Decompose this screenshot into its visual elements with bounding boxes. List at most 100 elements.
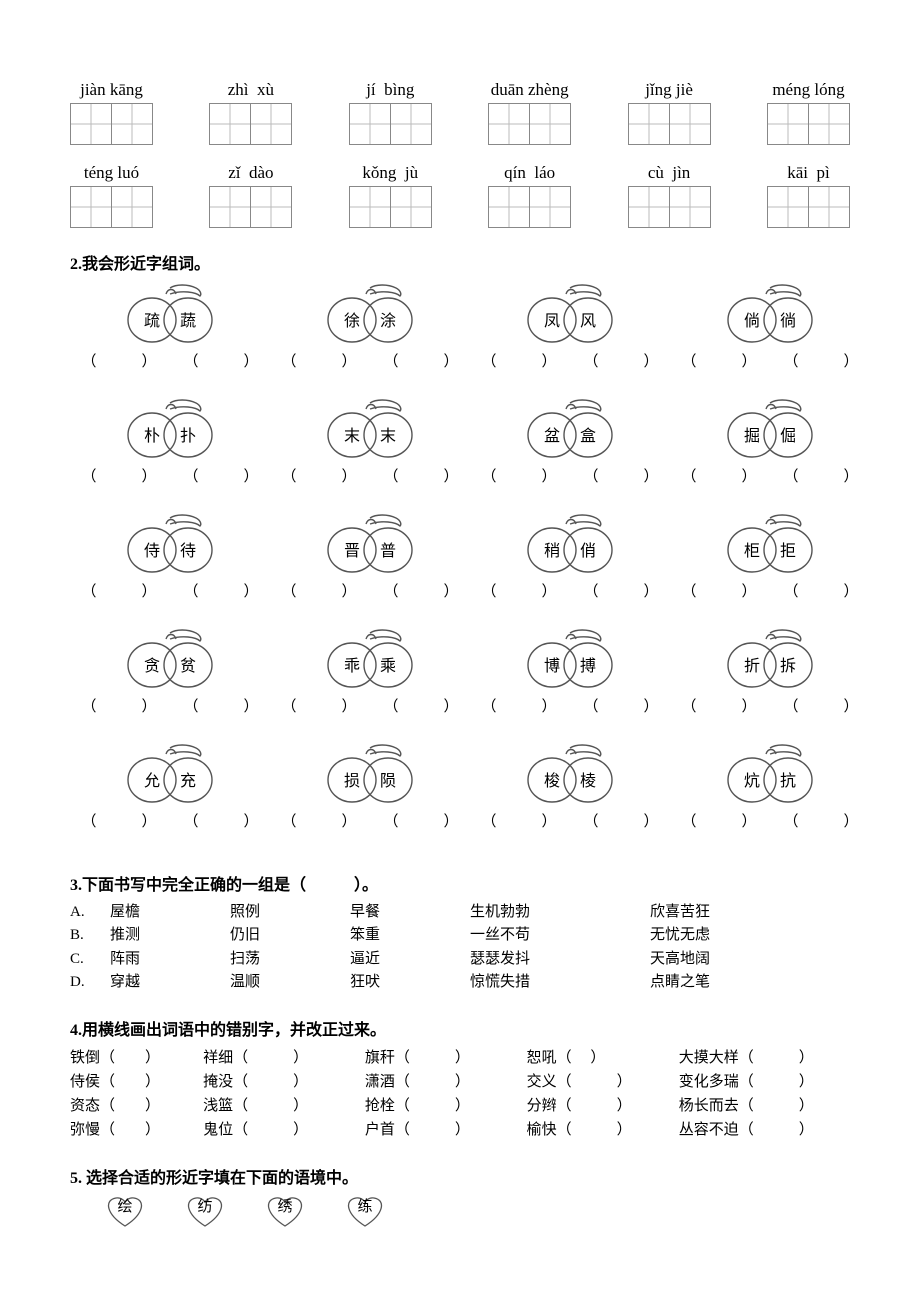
q4-cell[interactable]: 杨长而去（ ） [679, 1094, 850, 1118]
blank-left[interactable]: （ ） [70, 350, 168, 371]
apple-char-left: 柜 [744, 542, 760, 560]
tian-box[interactable] [111, 186, 153, 228]
apple-pair: 盆 盒 [510, 397, 630, 459]
blank-right[interactable]: （ ） [172, 350, 270, 371]
tian-box[interactable] [111, 103, 153, 145]
q4-cell[interactable]: 祥细（ ） [203, 1046, 365, 1070]
tian-box[interactable] [808, 186, 850, 228]
blank-left[interactable]: （ ） [270, 350, 368, 371]
apple-char-left: 损 [344, 772, 360, 790]
blank-right[interactable]: （ ） [172, 580, 270, 601]
pinyin-group: méng lóng [767, 80, 850, 145]
tian-box[interactable] [669, 103, 711, 145]
tian-box[interactable] [349, 186, 391, 228]
blank-left[interactable]: （ ） [470, 695, 568, 716]
heart-shape: 纺 [180, 1194, 230, 1228]
blank-left[interactable]: （ ） [70, 695, 168, 716]
q4-cell[interactable]: 恕吼（ ） [527, 1046, 679, 1070]
blank-right[interactable]: （ ） [372, 350, 470, 371]
blank-right[interactable]: （ ） [772, 465, 870, 486]
q4-cell[interactable]: 变化多瑞（ ） [679, 1070, 850, 1094]
blank-right[interactable]: （ ） [372, 580, 470, 601]
blank-right[interactable]: （ ） [772, 695, 870, 716]
q4-cell[interactable]: 大摸大样（ ） [679, 1046, 850, 1070]
apple-blanks: （ ）（ ） [270, 810, 470, 831]
tian-box[interactable] [529, 186, 571, 228]
blank-left[interactable]: （ ） [70, 810, 168, 831]
q4-cell[interactable]: 户首（ ） [365, 1118, 527, 1142]
q4-cell[interactable]: 掩没（ ） [203, 1070, 365, 1094]
blank-right[interactable]: （ ） [172, 695, 270, 716]
blank-right[interactable]: （ ） [772, 350, 870, 371]
blank-right[interactable]: （ ） [572, 695, 670, 716]
tian-box[interactable] [669, 186, 711, 228]
blank-left[interactable]: （ ） [670, 810, 768, 831]
blank-left[interactable]: （ ） [270, 695, 368, 716]
apple-char-right: 末 [380, 427, 396, 445]
blank-left[interactable]: （ ） [670, 580, 768, 601]
blank-left[interactable]: （ ） [670, 465, 768, 486]
blank-right[interactable]: （ ） [572, 580, 670, 601]
q3-title: 3.下面书写中完全正确的一组是（ ）。 [70, 871, 850, 895]
blank-right[interactable]: （ ） [772, 580, 870, 601]
blank-right[interactable]: （ ） [372, 695, 470, 716]
q4-cell[interactable]: 丛容不迫（ ） [679, 1118, 850, 1142]
tian-box[interactable] [70, 186, 112, 228]
apple-blanks: （ ）（ ） [270, 465, 470, 486]
blank-right[interactable]: （ ） [372, 465, 470, 486]
blank-left[interactable]: （ ） [270, 580, 368, 601]
apple-pair: 稍 俏 [510, 512, 630, 574]
q4-cell[interactable]: 侍侯（ ） [70, 1070, 203, 1094]
tian-box[interactable] [808, 103, 850, 145]
blank-left[interactable]: （ ） [470, 465, 568, 486]
q4-cell[interactable]: 潇酒（ ） [365, 1070, 527, 1094]
blank-left[interactable]: （ ） [670, 695, 768, 716]
tian-box[interactable] [250, 186, 292, 228]
blank-right[interactable]: （ ） [172, 810, 270, 831]
blank-right[interactable]: （ ） [172, 465, 270, 486]
tian-box[interactable] [488, 186, 530, 228]
blank-right[interactable]: （ ） [572, 810, 670, 831]
blank-left[interactable]: （ ） [70, 465, 168, 486]
tian-box[interactable] [209, 186, 251, 228]
blank-left[interactable]: （ ） [270, 810, 368, 831]
blank-left[interactable]: （ ） [270, 465, 368, 486]
blank-left[interactable]: （ ） [470, 580, 568, 601]
q4-cell[interactable]: 交义（ ） [527, 1070, 679, 1094]
tian-box[interactable] [250, 103, 292, 145]
apple-pair-svg: 疏 蔬 [110, 282, 230, 344]
tian-box[interactable] [70, 103, 112, 145]
blank-left[interactable]: （ ） [670, 350, 768, 371]
tian-box[interactable] [390, 186, 432, 228]
apple-pair-svg: 允 充 [110, 742, 230, 804]
tian-box[interactable] [767, 186, 809, 228]
tian-box[interactable] [767, 103, 809, 145]
tian-box[interactable] [628, 103, 670, 145]
tian-box[interactable] [209, 103, 251, 145]
blank-left[interactable]: （ ） [470, 350, 568, 371]
q4-cell[interactable]: 分辫（ ） [527, 1094, 679, 1118]
q4-cell[interactable]: 弥慢（ ） [70, 1118, 203, 1142]
blank-left[interactable]: （ ） [70, 580, 168, 601]
q3-word: 瑟瑟发抖 [470, 948, 650, 971]
tian-box[interactable] [349, 103, 391, 145]
blank-right[interactable]: （ ） [372, 810, 470, 831]
tian-box[interactable] [488, 103, 530, 145]
blank-right[interactable]: （ ） [772, 810, 870, 831]
tian-box[interactable] [529, 103, 571, 145]
q4-cell[interactable]: 榆快（ ） [527, 1118, 679, 1142]
q4-cell[interactable]: 抢栓（ ） [365, 1094, 527, 1118]
q4-cell[interactable]: 鬼位（ ） [203, 1118, 365, 1142]
blank-right[interactable]: （ ） [572, 350, 670, 371]
tian-box[interactable] [628, 186, 670, 228]
q3-word: 推测 [110, 924, 230, 947]
blank-right[interactable]: （ ） [572, 465, 670, 486]
q4-cell[interactable]: 资态（ ） [70, 1094, 203, 1118]
q4-cell[interactable]: 浅篮（ ） [203, 1094, 365, 1118]
q4-cell[interactable]: 铁倒（ ） [70, 1046, 203, 1070]
apple-char-left: 徐 [344, 312, 360, 330]
q4-cell[interactable]: 旗秆（ ） [365, 1046, 527, 1070]
apple-blanks: （ ）（ ） [470, 580, 670, 601]
tian-box[interactable] [390, 103, 432, 145]
blank-left[interactable]: （ ） [470, 810, 568, 831]
